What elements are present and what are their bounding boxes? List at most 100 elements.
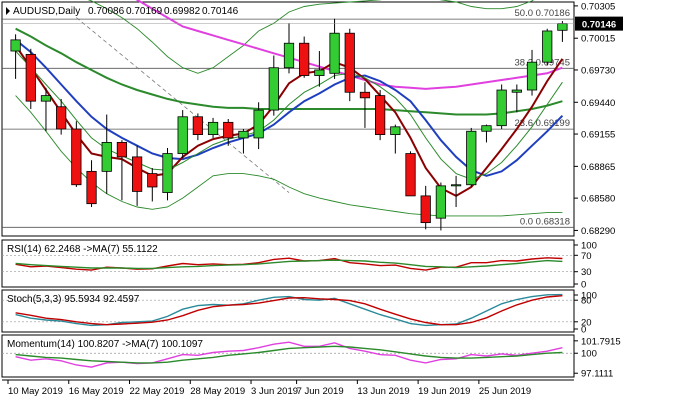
indicator-line xyxy=(15,259,563,270)
chart-header: AUDUSD,Daily 0.70086 0.70169 0.69982 0.70146 xyxy=(6,6,239,17)
date-tick-label: 3 Jun 2019 xyxy=(251,386,298,397)
bearish-candle xyxy=(147,173,158,188)
current-price-marker xyxy=(575,16,623,31)
indicator-line xyxy=(15,341,563,368)
date-tick-label: 16 May 2019 xyxy=(69,386,124,397)
indicator-panel-frame xyxy=(1,239,575,288)
fib-level-label: 0.0 0.68318 xyxy=(520,216,570,227)
bullish-candle xyxy=(496,89,507,127)
bullish-candle xyxy=(314,69,325,76)
price-tick-label: 0.68290 xyxy=(581,226,615,237)
bearish-candle xyxy=(420,195,431,224)
moving-average-line xyxy=(15,27,563,116)
bullish-candle xyxy=(40,95,52,102)
price-tick-label: 0.69440 xyxy=(581,98,615,109)
bearish-candle xyxy=(116,141,128,158)
indicator-tick-label: 100 xyxy=(581,349,597,360)
indicator-line xyxy=(15,295,563,326)
bullish-candle xyxy=(283,42,295,69)
indicator-line xyxy=(15,257,563,271)
indicator-panel-momentum: Momentum(14) 100.8207 ->MA(7) 100.1097 10… xyxy=(1,334,621,380)
indicator-line xyxy=(15,345,563,364)
symbol-triangle-icon xyxy=(6,7,10,15)
date-tick-label: 28 May 2019 xyxy=(190,386,245,397)
price-tick-label: 0.70305 xyxy=(581,1,615,12)
indicator-tick-label: 100 xyxy=(581,291,597,302)
trendline xyxy=(76,17,290,193)
indicator-tick-label: 20 xyxy=(581,317,592,328)
bearish-candle xyxy=(192,116,203,136)
bullish-candle xyxy=(177,116,188,154)
bearish-candle xyxy=(56,106,67,130)
indicator-tick-label: 70 xyxy=(581,251,592,262)
indicator-tick-label: 0 xyxy=(581,280,586,291)
indicator-tick-label: 101.7915 xyxy=(581,336,621,347)
date-tick-label: 10 May 2019 xyxy=(8,386,63,397)
date-tick-label: 7 Jun 2019 xyxy=(297,386,344,397)
bullish-candle xyxy=(238,130,249,139)
fib-level-label: 38.2 0.69745 xyxy=(515,57,570,68)
price-panel-frame xyxy=(1,1,575,237)
bullish-candle xyxy=(511,89,522,93)
indicator-panels: RSI(14) 62.2468 ->MA(7) 55.1122 10070300S… xyxy=(1,239,621,380)
bullish-candle xyxy=(481,125,492,132)
fib-level-label: 23.6 0.69199 xyxy=(515,118,570,129)
price-tick-label: 0.68580 xyxy=(581,194,615,205)
bearish-candle xyxy=(299,42,310,76)
ohlc-value: 0.70169 xyxy=(126,6,163,17)
indicator-label: Stoch(5,3,3) 95.5934 92.4597 xyxy=(7,294,140,305)
bearish-candle xyxy=(131,156,143,192)
bullish-candle xyxy=(10,39,21,52)
date-tick-label: 19 Jun 2019 xyxy=(418,386,470,397)
bollinger-lower-line xyxy=(15,95,563,217)
bullish-candle xyxy=(526,61,538,91)
indicator-tick-label: 0 xyxy=(581,325,586,336)
bearish-candle xyxy=(375,95,386,135)
price-tick-label: 0.70015 xyxy=(581,34,615,45)
bullish-candle xyxy=(557,23,568,31)
bearish-candle xyxy=(86,170,97,205)
indicator-tick-label: 97.1111 xyxy=(581,369,613,380)
bullish-candle xyxy=(101,141,112,172)
indicator-tick-label: 100 xyxy=(581,241,597,252)
price-panel: 0.70305 0.70015 0.69730 0.69440 0.69155 0.688… xyxy=(1,0,623,237)
indicator-tick-label: 30 xyxy=(581,267,592,278)
fib-level-label: 50.0 0.70186 xyxy=(515,8,570,19)
indicator-label: RSI(14) 62.2468 ->MA(7) 55.1122 xyxy=(7,244,158,255)
price-tick-label: 0.69730 xyxy=(581,65,615,76)
indicator-panel-frame xyxy=(1,334,575,378)
bullish-candle xyxy=(466,130,477,186)
chart-title: AUDUSD,Daily xyxy=(13,6,80,17)
current-price-label: 0.70146 xyxy=(582,20,616,31)
bullish-candle xyxy=(435,185,447,219)
bearish-candle xyxy=(71,128,82,186)
date-tick-label: 25 Jun 2019 xyxy=(479,386,531,397)
bearish-candle xyxy=(223,121,234,139)
bullish-candle xyxy=(268,67,279,111)
bullish-candle xyxy=(542,30,553,63)
price-tick-label: 0.68865 xyxy=(581,162,615,173)
ohlc-value: 0.70086 xyxy=(88,6,125,17)
price-tick-label: 0.69155 xyxy=(581,130,615,141)
ohlc-value: 0.70146 xyxy=(202,6,239,17)
bullish-candle xyxy=(253,109,264,139)
bullish-candle xyxy=(390,126,401,136)
bullish-candle xyxy=(207,121,219,136)
date-tick-label: 22 May 2019 xyxy=(130,386,185,397)
indicator-label: Momentum(14) 100.8207 ->MA(7) 100.1097 xyxy=(7,339,203,350)
bullish-candle xyxy=(450,184,462,187)
bullish-candle xyxy=(329,32,340,74)
bollinger-upper-line xyxy=(87,0,534,74)
indicator-panel-frame xyxy=(1,289,575,333)
date-axis: 10 May 2019 16 May 2019 22 May 2019 28 May … xyxy=(2,379,574,397)
bearish-candle xyxy=(344,32,355,93)
bearish-candle xyxy=(359,91,371,99)
bearish-candle xyxy=(405,153,416,197)
date-tick-label: 13 Jun 2019 xyxy=(357,386,409,397)
indicator-tick-label: 80 xyxy=(581,296,592,307)
bearish-candle xyxy=(25,53,36,102)
bullish-candle xyxy=(162,153,173,193)
